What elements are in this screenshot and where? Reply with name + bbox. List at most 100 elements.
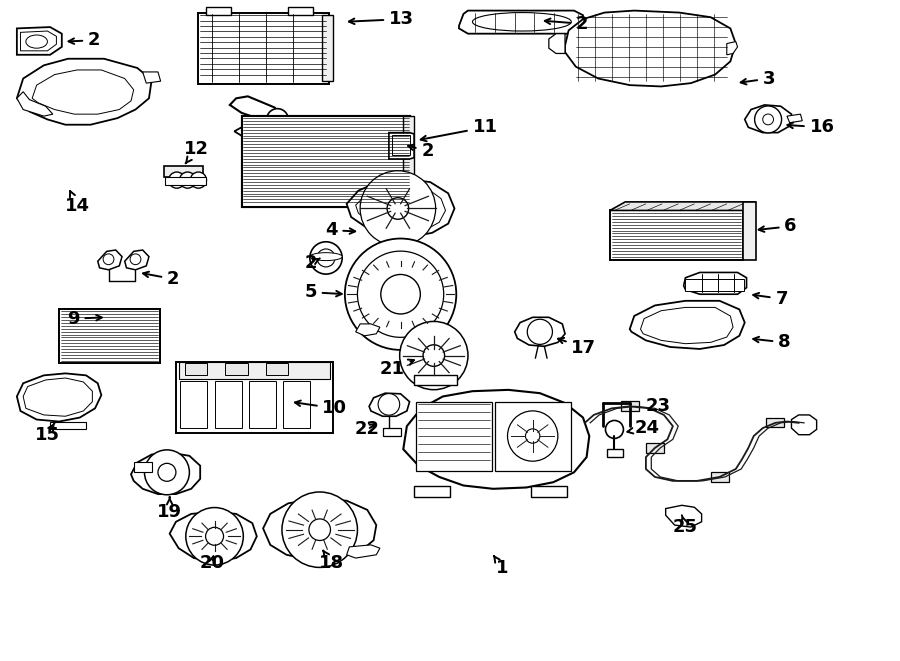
Bar [283, 381, 310, 428]
Bar [50, 422, 86, 430]
Circle shape [168, 172, 184, 188]
Circle shape [104, 254, 114, 264]
Bar [531, 486, 567, 497]
Polygon shape [459, 11, 583, 34]
Polygon shape [389, 133, 414, 159]
Circle shape [508, 411, 558, 461]
Text: 8: 8 [753, 333, 790, 352]
Polygon shape [131, 453, 200, 494]
Bar [241, 116, 410, 207]
Circle shape [381, 274, 420, 314]
Circle shape [754, 106, 781, 133]
Polygon shape [164, 166, 202, 177]
Bar [288, 7, 313, 15]
Circle shape [266, 108, 288, 130]
Bar [711, 472, 729, 482]
Text: 2: 2 [304, 254, 320, 272]
Polygon shape [744, 105, 791, 133]
Text: 1: 1 [494, 556, 508, 577]
Text: 14: 14 [65, 191, 90, 215]
Polygon shape [727, 42, 738, 55]
Bar [414, 486, 450, 497]
Polygon shape [143, 72, 160, 83]
Circle shape [309, 519, 330, 541]
Text: 18: 18 [319, 551, 344, 572]
Polygon shape [263, 498, 376, 560]
Polygon shape [742, 202, 755, 260]
Text: 23: 23 [646, 397, 670, 415]
Text: 20: 20 [200, 554, 224, 572]
Polygon shape [630, 301, 744, 349]
Polygon shape [17, 59, 152, 125]
Polygon shape [23, 378, 93, 416]
Polygon shape [515, 317, 565, 346]
Text: 6: 6 [759, 217, 796, 235]
Circle shape [526, 429, 540, 444]
Text: 21: 21 [380, 360, 414, 377]
Circle shape [310, 242, 342, 274]
Polygon shape [230, 97, 281, 123]
Text: 19: 19 [158, 497, 182, 521]
Bar [266, 364, 288, 375]
Bar [610, 210, 742, 260]
Circle shape [317, 249, 335, 267]
Polygon shape [125, 250, 149, 270]
Circle shape [130, 254, 141, 264]
Bar [241, 116, 410, 207]
Polygon shape [165, 177, 205, 185]
Circle shape [387, 198, 409, 219]
Bar [214, 381, 241, 428]
Text: 7: 7 [753, 290, 788, 308]
Bar [686, 279, 743, 291]
Bar [414, 375, 457, 385]
Text: 11: 11 [420, 118, 498, 141]
Text: 16: 16 [788, 118, 834, 136]
Bar [322, 15, 333, 81]
Bar [766, 418, 784, 428]
Polygon shape [610, 202, 755, 210]
Polygon shape [549, 34, 565, 54]
Circle shape [606, 420, 624, 438]
Text: 2: 2 [143, 270, 179, 288]
Bar [248, 381, 275, 428]
Polygon shape [405, 337, 464, 375]
Text: 5: 5 [304, 284, 342, 301]
Bar [180, 381, 207, 428]
Polygon shape [17, 27, 62, 55]
Polygon shape [17, 373, 102, 422]
Bar [176, 362, 333, 434]
Bar [134, 463, 152, 473]
Text: 2: 2 [544, 15, 589, 33]
Circle shape [205, 527, 223, 545]
Ellipse shape [472, 13, 572, 31]
Text: 4: 4 [325, 221, 356, 239]
Bar [198, 13, 328, 84]
Text: 3: 3 [741, 69, 775, 87]
Polygon shape [369, 393, 410, 416]
Text: 17: 17 [558, 338, 597, 357]
Ellipse shape [310, 253, 342, 260]
Text: 2: 2 [68, 31, 101, 50]
Text: 25: 25 [673, 516, 698, 536]
Circle shape [423, 345, 445, 366]
Circle shape [158, 463, 176, 481]
Circle shape [378, 393, 400, 415]
Polygon shape [382, 428, 400, 436]
Text: 2: 2 [408, 142, 434, 160]
Bar [184, 364, 207, 375]
Polygon shape [608, 449, 623, 457]
Text: 24: 24 [627, 419, 659, 437]
Polygon shape [666, 505, 702, 527]
Polygon shape [169, 512, 256, 561]
Text: 9: 9 [68, 309, 102, 328]
Bar [403, 116, 414, 207]
Polygon shape [684, 272, 746, 294]
Polygon shape [17, 92, 53, 116]
Polygon shape [403, 390, 590, 488]
Circle shape [145, 450, 189, 495]
Circle shape [527, 319, 553, 344]
Bar [416, 402, 492, 471]
Bar [178, 362, 330, 379]
Polygon shape [356, 324, 380, 336]
Circle shape [400, 321, 468, 390]
